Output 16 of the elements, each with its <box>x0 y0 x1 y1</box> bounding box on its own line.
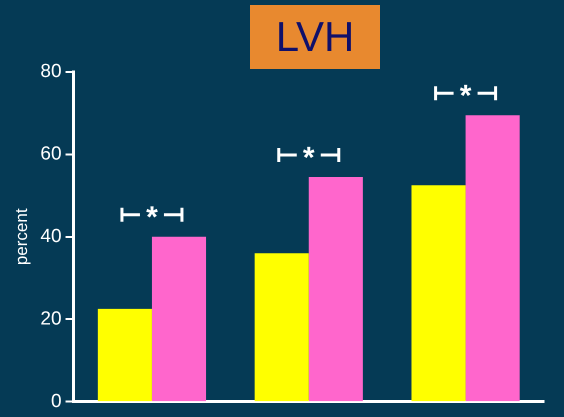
bar <box>254 253 309 402</box>
y-axis-title: percent <box>12 208 31 266</box>
y-tick-label: 40 <box>40 226 62 248</box>
bar <box>308 177 363 402</box>
annotation: * <box>302 141 315 174</box>
y-tick-label: 80 <box>40 61 62 82</box>
bar <box>98 308 152 402</box>
y-tick-label: 60 <box>40 144 62 165</box>
y-tick-label: 20 <box>40 308 62 330</box>
bar <box>411 185 466 402</box>
y-tick-label: 0 <box>50 390 62 412</box>
annotation: * <box>146 201 158 234</box>
annotation: * <box>460 80 472 113</box>
chart-title: LVH <box>250 5 380 69</box>
bar <box>152 236 206 402</box>
bar <box>466 115 520 402</box>
